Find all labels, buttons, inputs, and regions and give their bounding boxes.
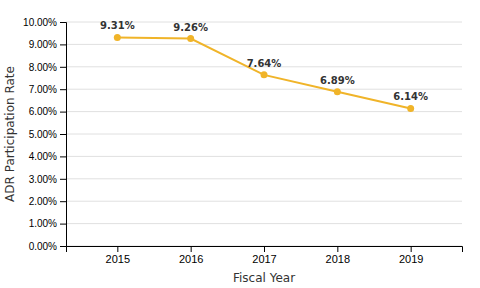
y-tick: 4.00% (29, 151, 66, 162)
y-tick: 8.00% (29, 62, 66, 73)
x-axis: 2015 2016 2017 2018 2019 (67, 246, 463, 265)
grid-line (66, 223, 462, 224)
grid-line (66, 156, 462, 157)
plot-area: 2015 2016 2017 2018 2019 0.00% 1.00% 2.00% 3.00%… (23, 17, 462, 265)
tick-label: 2018 (326, 253, 350, 265)
point (334, 88, 341, 95)
grid-line (66, 134, 462, 135)
tick-mark (60, 201, 66, 202)
data-label: 9.26% (173, 22, 208, 33)
tick-mark (60, 22, 66, 23)
tick-mark (60, 179, 66, 180)
tick-label: 5.00% (29, 129, 57, 140)
y-tick: 1.00% (29, 218, 66, 229)
x-tick: 2017 (252, 246, 276, 265)
tick-label: 8.00% (29, 62, 57, 73)
tick-mark (60, 67, 66, 68)
tick-mark (411, 246, 412, 252)
data-label: 6.89% (320, 75, 355, 86)
x-axis-title: Fiscal Year (233, 271, 295, 285)
tick-mark (264, 246, 265, 252)
y-axis: 0.00% 1.00% 2.00% 3.00% 4.00% 5.00% 6.00% 7.00%… (23, 17, 66, 252)
grid (66, 22, 462, 246)
axis-line (60, 23, 67, 247)
series (114, 34, 414, 112)
tick-label: 9.00% (29, 39, 57, 50)
grid-line (66, 44, 462, 45)
tick-label: 2019 (399, 253, 423, 265)
tick-label: 0.00% (29, 241, 57, 252)
tick-mark (60, 156, 66, 157)
data-label: 7.64% (247, 58, 282, 69)
grid-line (66, 111, 462, 112)
tick-label: 3.00% (29, 174, 57, 185)
x-tick: 2019 (399, 246, 423, 265)
tick-mark (60, 44, 66, 45)
y-tick: 0.00% (29, 241, 66, 252)
tick-label: 4.00% (29, 151, 57, 162)
y-tick: 6.00% (29, 106, 66, 117)
axis-line (67, 247, 463, 253)
tick-label: 6.00% (29, 106, 57, 117)
x-tick: 2015 (106, 246, 130, 265)
grid-line (66, 201, 462, 202)
data-label: 6.14% (393, 91, 428, 102)
x-tick: 2016 (179, 246, 203, 265)
y-tick: 9.00% (29, 39, 66, 50)
tick-label: 2015 (106, 253, 130, 265)
tick-mark (60, 89, 66, 90)
tick-label: 10.00% (23, 17, 57, 28)
tick-label: 2016 (179, 253, 203, 265)
chart: 2015 2016 2017 2018 2019 0.00% 1.00% 2.00% 3.00%… (0, 0, 480, 288)
tick-mark (60, 246, 66, 247)
y-axis-title: ADR Participation Rate (3, 66, 17, 202)
y-tick: 2.00% (29, 196, 66, 207)
tick-mark (337, 246, 338, 252)
tick-mark (191, 246, 192, 252)
tick-mark (60, 224, 66, 225)
line (117, 37, 410, 108)
data-label: 9.31% (100, 20, 135, 31)
point (261, 71, 268, 78)
tick-label: 2.00% (29, 196, 57, 207)
y-tick: 7.00% (29, 84, 66, 95)
point (114, 34, 121, 41)
tick-label: 1.00% (29, 218, 57, 229)
grid-line (66, 178, 462, 179)
y-tick: 3.00% (29, 174, 66, 185)
tick-mark (60, 134, 66, 135)
x-tick: 2018 (326, 246, 350, 265)
point (407, 105, 414, 112)
tick-mark (60, 112, 66, 113)
y-tick: 10.00% (23, 17, 66, 28)
tick-label: 2017 (252, 253, 276, 265)
data-labels: 9.31% 9.26% 7.64% 6.89% 6.14% (100, 20, 428, 102)
point (187, 35, 194, 42)
y-tick: 5.00% (29, 129, 66, 140)
grid-line (66, 89, 462, 90)
tick-label: 7.00% (29, 84, 57, 95)
tick-mark (117, 246, 118, 252)
